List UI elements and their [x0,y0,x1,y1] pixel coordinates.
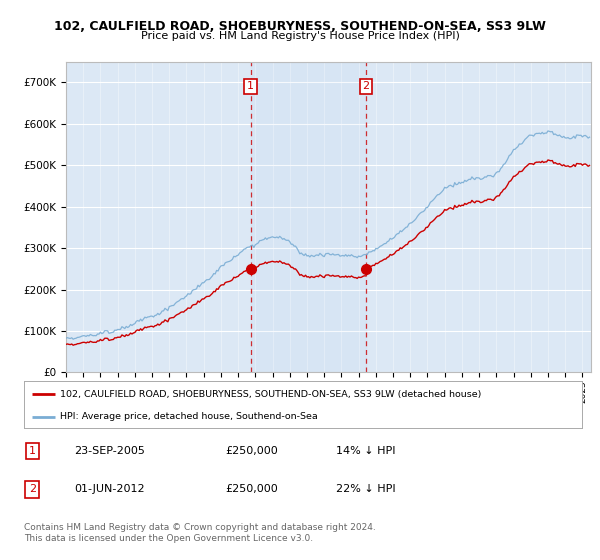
Text: 01-JUN-2012: 01-JUN-2012 [74,484,145,494]
Text: Contains HM Land Registry data © Crown copyright and database right 2024.
This d: Contains HM Land Registry data © Crown c… [24,524,376,543]
Text: £250,000: £250,000 [225,446,278,456]
Text: £250,000: £250,000 [225,484,278,494]
Text: 1: 1 [247,81,254,91]
Text: 2: 2 [29,484,36,494]
Text: 22% ↓ HPI: 22% ↓ HPI [337,484,396,494]
Text: 14% ↓ HPI: 14% ↓ HPI [337,446,396,456]
Text: Price paid vs. HM Land Registry's House Price Index (HPI): Price paid vs. HM Land Registry's House … [140,31,460,41]
Text: 102, CAULFIELD ROAD, SHOEBURYNESS, SOUTHEND-ON-SEA, SS3 9LW: 102, CAULFIELD ROAD, SHOEBURYNESS, SOUTH… [54,20,546,32]
Text: 1: 1 [29,446,36,456]
Text: 2: 2 [362,81,370,91]
Text: 102, CAULFIELD ROAD, SHOEBURYNESS, SOUTHEND-ON-SEA, SS3 9LW (detached house): 102, CAULFIELD ROAD, SHOEBURYNESS, SOUTH… [60,390,482,399]
Text: HPI: Average price, detached house, Southend-on-Sea: HPI: Average price, detached house, Sout… [60,412,318,421]
Bar [251,62,366,372]
Text: 23-SEP-2005: 23-SEP-2005 [74,446,145,456]
